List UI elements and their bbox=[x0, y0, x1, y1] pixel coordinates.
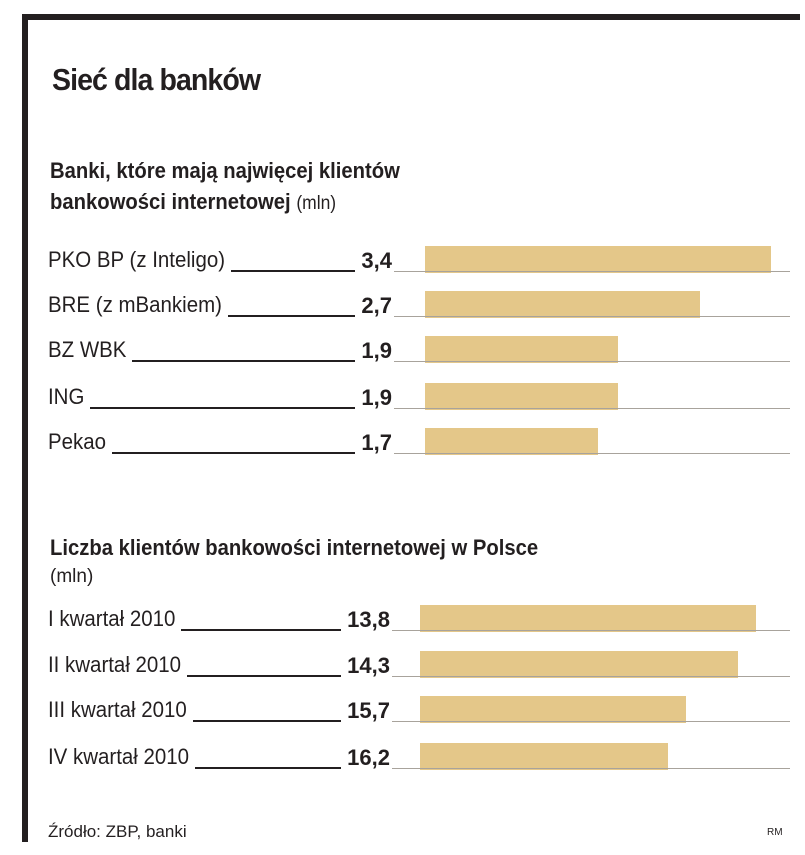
chart1-bar bbox=[425, 291, 700, 318]
chart1-row-rule bbox=[394, 361, 790, 362]
chart1-row-rule bbox=[394, 271, 790, 272]
chart1-bar bbox=[425, 383, 619, 410]
frame-top-border bbox=[22, 14, 800, 20]
chart1-bar bbox=[425, 336, 619, 363]
chart2-leader-line bbox=[187, 675, 342, 677]
chart1-value-label: 1,9 bbox=[361, 385, 392, 410]
chart2-value-label: 13,8 bbox=[347, 607, 390, 632]
chart2-row-rule bbox=[392, 676, 790, 677]
chart2-category-label: IV kwartał 2010 bbox=[48, 744, 190, 769]
chart2-category-label: II kwartał 2010 bbox=[48, 652, 182, 677]
chart1-value-label: 1,9 bbox=[361, 338, 392, 363]
chart2-value-label: 16,2 bbox=[347, 745, 390, 770]
chart2-row-rule bbox=[392, 630, 790, 631]
chart1-value-label: 3,4 bbox=[361, 248, 392, 273]
chart1-row-rule bbox=[394, 453, 790, 454]
source-note: Źródło: ZBP, banki bbox=[48, 822, 187, 841]
chart1-value-label: 1,7 bbox=[361, 430, 392, 455]
chart2-leader-line bbox=[192, 720, 342, 722]
chart2-category-label: III kwartał 2010 bbox=[48, 697, 187, 722]
chart2-category-label: I kwartał 2010 bbox=[48, 606, 176, 631]
chart2-row-rule bbox=[392, 768, 790, 769]
chart1-bar bbox=[425, 428, 598, 455]
frame-left-border bbox=[22, 14, 28, 842]
chart1-leader-line bbox=[112, 452, 356, 454]
chart1-category-label: PKO BP (z Inteligo) bbox=[48, 247, 226, 272]
chart1-leader-line bbox=[227, 315, 356, 317]
chart1-category-label: BZ WBK bbox=[48, 337, 127, 362]
chart1-category-label: BRE (z mBankiem) bbox=[48, 292, 222, 317]
chart1-value-label: 2,7 bbox=[361, 293, 392, 318]
chart2-bar bbox=[420, 605, 756, 632]
chart1-title-line1: Banki, które mają najwięcej klientów bbox=[50, 158, 400, 183]
chart2-bar bbox=[420, 651, 738, 678]
chart1-row-rule bbox=[394, 408, 790, 409]
chart1-row-rule bbox=[394, 316, 790, 317]
chart2-title: Liczba klientów bankowości internetowej … bbox=[50, 535, 539, 560]
chart1-leader-line bbox=[231, 270, 356, 272]
chart2-unit: (mln) bbox=[50, 566, 94, 587]
page-title: Sieć dla banków bbox=[52, 62, 261, 97]
chart2-bar bbox=[420, 696, 686, 723]
chart1-title-line2: bankowości internetowej (mln) bbox=[50, 186, 336, 219]
chart2-bar bbox=[420, 743, 668, 770]
author-credit: RM bbox=[767, 827, 783, 838]
chart2-leader-line bbox=[195, 767, 342, 769]
chart2-value-label: 15,7 bbox=[347, 698, 390, 723]
chart1-unit: (mln) bbox=[296, 193, 337, 214]
chart2-value-label: 14,3 bbox=[347, 653, 390, 678]
chart1-bar bbox=[425, 246, 771, 273]
chart2-row-rule bbox=[392, 721, 790, 722]
chart1-title-text: bankowości internetowej bbox=[50, 189, 291, 214]
chart2-leader-line bbox=[181, 629, 342, 631]
chart1-leader-line bbox=[132, 360, 356, 362]
chart1-category-label: ING bbox=[48, 384, 85, 409]
chart1-leader-line bbox=[90, 407, 356, 409]
chart1-category-label: Pekao bbox=[48, 429, 107, 454]
